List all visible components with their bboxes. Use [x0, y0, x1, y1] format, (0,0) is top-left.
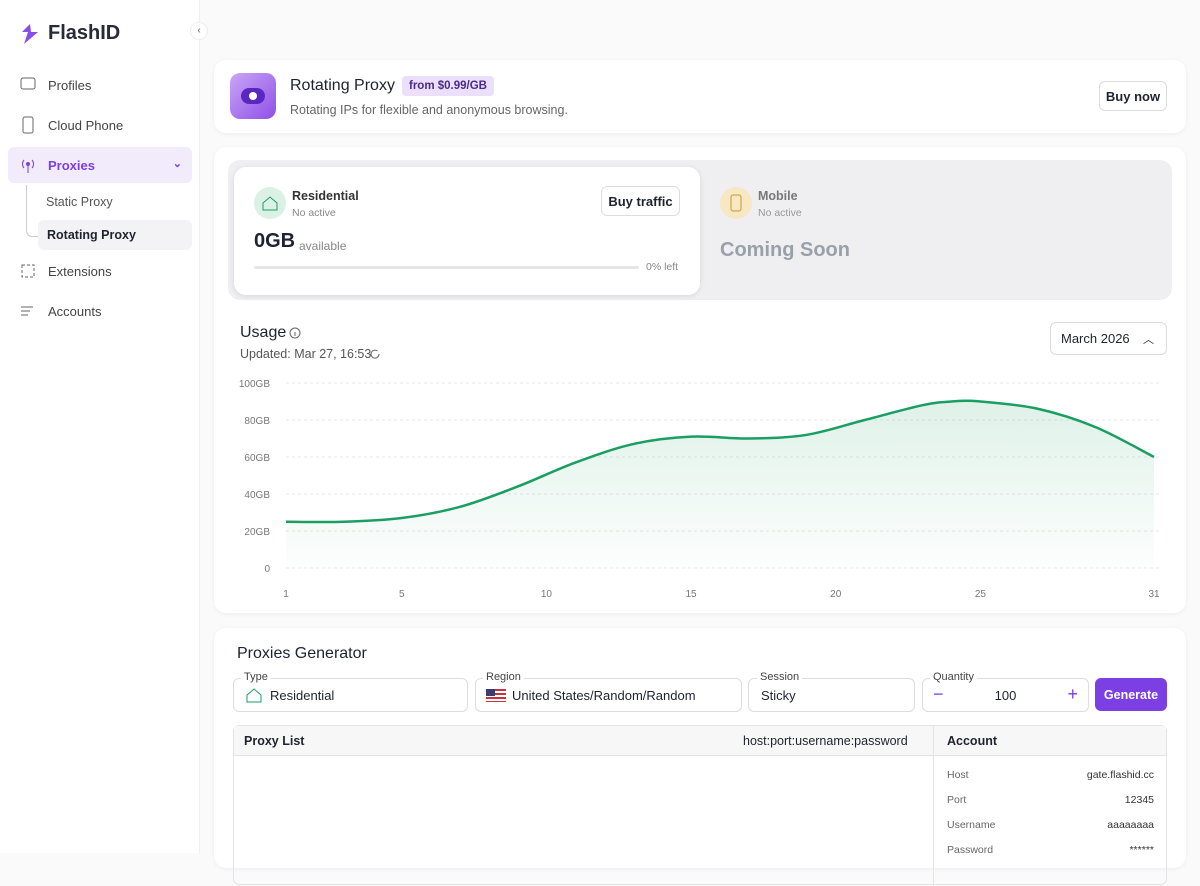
chevron: ⌄: [172, 158, 182, 170]
account-title: Account: [947, 734, 997, 748]
residential-title: Residential: [292, 189, 359, 203]
field-value: 100: [994, 687, 1017, 703]
product-icon: [230, 73, 276, 119]
price-badge: from $0.99/GB: [402, 76, 494, 96]
field-value: Sticky: [761, 687, 796, 703]
account-value: aaaaaaaa: [1107, 819, 1154, 831]
nav-label: Proxies: [48, 157, 95, 173]
buy-traffic-button[interactable]: Buy traffic: [601, 186, 680, 216]
nav-item[interactable]: Extensions: [8, 253, 192, 289]
icon: [241, 88, 265, 104]
icon: [730, 194, 742, 212]
table-header: [234, 726, 1166, 756]
icon: [21, 264, 35, 278]
account-key: Username: [947, 819, 996, 831]
field-label: Session: [757, 671, 803, 683]
nav-sub[interactable]: Rotating Proxy: [38, 220, 192, 250]
sidebar: FlashID Profiles Cloud Phone Proxies ⌄ St…: [0, 0, 200, 853]
plus[interactable]: +: [1067, 684, 1078, 704]
residential-status: No active: [292, 207, 336, 219]
nav-label: Accounts: [48, 303, 102, 319]
collapse-button[interactable]: ‹: [190, 22, 208, 40]
nav-item[interactable]: Cloud Phone: [8, 107, 192, 143]
mobile-title: Mobile: [758, 189, 798, 203]
icon: [22, 159, 34, 173]
proxy-list-title: Proxy List: [244, 734, 305, 748]
region-select[interactable]: United States/Random/Random: [475, 678, 742, 712]
icon: [254, 187, 286, 219]
account-key: Host: [947, 769, 969, 781]
format-select[interactable]: host:port:username:password: [743, 734, 908, 748]
residential-amount: 0GB: [254, 230, 296, 252]
coming-soon: Coming Soon: [720, 239, 850, 261]
icon: [20, 77, 36, 90]
nav-item[interactable]: Proxies ⌄: [8, 147, 192, 183]
generate-button[interactable]: Generate: [1095, 678, 1167, 711]
nav-sub[interactable]: Static Proxy: [46, 195, 113, 209]
account-value: ******: [1129, 844, 1154, 856]
header-subtitle: Rotating IPs for flexible and anonymous …: [290, 103, 568, 117]
nav-item[interactable]: Accounts: [8, 293, 192, 329]
nav-label: Profiles: [48, 77, 92, 93]
account-value: gate.flashid.cc: [1086, 769, 1154, 781]
month-select[interactable]: March 2026 ︿: [1050, 322, 1167, 355]
month-label: March 2026: [1061, 331, 1130, 346]
residential-amount-note: available: [299, 239, 347, 253]
header-title: Rotating Proxy: [290, 77, 395, 94]
generator-title: Proxies Generator: [237, 645, 367, 662]
usage-card: Residential No active Buy traffic 0GB av…: [214, 147, 1186, 613]
generator-card: Proxies Generator Residential Type Unite…: [214, 628, 1186, 886]
info-icon[interactable]: [289, 327, 301, 339]
account-key: Port: [947, 794, 967, 806]
icon: [720, 187, 752, 219]
field-label: Region: [483, 671, 524, 683]
tree-line: [26, 185, 38, 237]
account-key: Password: [947, 844, 994, 856]
type-select[interactable]: Residential: [233, 678, 468, 712]
residential-left: 0% left: [646, 261, 679, 273]
flag-icon: [486, 689, 506, 702]
account-value: 12345: [1124, 794, 1154, 806]
mobile-status: No active: [758, 207, 802, 219]
refresh-icon[interactable]: [369, 348, 381, 360]
divider: [933, 726, 934, 886]
nav-item[interactable]: Profiles: [8, 67, 192, 103]
icon: [22, 116, 34, 134]
icon: [262, 196, 278, 211]
field-label: Type: [241, 671, 271, 683]
logo-icon: [22, 24, 38, 44]
nav-label: Cloud Phone: [48, 117, 124, 133]
icon: [246, 688, 262, 703]
quantity-input[interactable]: − 100 +: [922, 678, 1089, 712]
usage-updated: Updated: Mar 27, 16:53: [240, 347, 372, 361]
proxy-table: Proxy List host:port:username:password A…: [233, 725, 1167, 886]
icon: [21, 306, 33, 316]
nav-label: Extensions: [48, 263, 112, 279]
field-value: Residential: [270, 687, 335, 703]
header-card: Rotating Proxy from $0.99/GB Rotating IP…: [214, 60, 1186, 133]
session-select[interactable]: Sticky: [748, 678, 915, 712]
field-value: United States/Random/Random: [512, 687, 696, 703]
usage-title: Usage: [240, 324, 287, 341]
minus[interactable]: −: [933, 684, 944, 704]
residential-card: Residential No active Buy traffic 0GB av…: [234, 167, 700, 295]
logo: FlashID: [48, 22, 121, 44]
progress-bar: [254, 266, 639, 269]
chevron: ︿: [1143, 334, 1154, 346]
field-label: Quantity: [930, 671, 977, 683]
buy-now-button[interactable]: Buy now: [1099, 81, 1167, 111]
